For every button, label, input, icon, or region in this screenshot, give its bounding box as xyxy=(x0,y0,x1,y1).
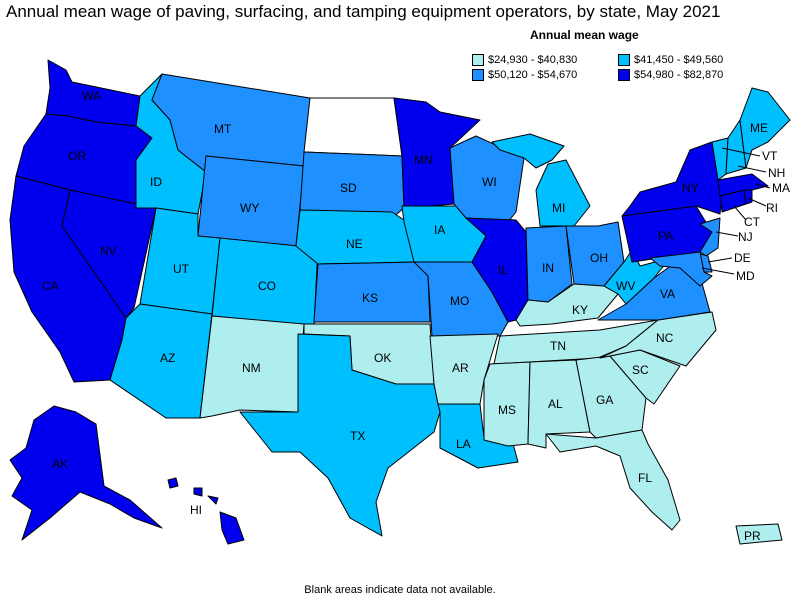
state-labels: WA OR CA NV ID MT WY UT CO AZ NM SD NE K… xyxy=(42,89,790,543)
label-al: AL xyxy=(548,397,563,411)
leader-ri xyxy=(747,197,767,207)
leader-nj xyxy=(715,231,739,237)
leader-md xyxy=(701,267,735,275)
state-wi[interactable] xyxy=(449,135,525,223)
state-in[interactable] xyxy=(525,225,573,303)
label-va: VA xyxy=(660,287,675,301)
legend-label-4: $54,980 - $82,870 xyxy=(634,69,724,81)
label-ga: GA xyxy=(596,393,613,407)
label-or: OR xyxy=(68,149,86,163)
legend-item-4: $54,980 - $82,870 xyxy=(618,69,723,81)
leader-ma xyxy=(755,183,771,189)
label-wa: WA xyxy=(82,89,101,103)
label-pr: PR xyxy=(744,529,761,543)
label-ma: MA xyxy=(772,181,790,195)
label-ri: RI xyxy=(766,201,778,215)
label-ct: CT xyxy=(744,215,761,229)
legend-item-1: $24,930 - $40,830 xyxy=(472,54,577,66)
label-nh: NH xyxy=(768,166,785,180)
legend-label-1: $24,930 - $40,830 xyxy=(488,54,578,66)
label-nv: NV xyxy=(100,244,117,258)
label-la: LA xyxy=(456,437,471,451)
label-ks: KS xyxy=(362,291,378,305)
label-in: IN xyxy=(542,261,554,275)
label-fl: FL xyxy=(638,471,652,485)
label-hi: HI xyxy=(190,503,202,517)
label-mi: MI xyxy=(552,201,565,215)
label-ca: CA xyxy=(42,279,59,293)
label-wy: WY xyxy=(240,201,259,215)
state-il[interactable] xyxy=(465,217,529,323)
label-pa: PA xyxy=(658,229,673,243)
label-md: MD xyxy=(736,269,755,283)
label-il: IL xyxy=(498,263,508,277)
label-ny: NY xyxy=(682,181,699,195)
label-tn: TN xyxy=(550,339,566,353)
state-ny[interactable] xyxy=(621,141,723,217)
label-ne: NE xyxy=(346,237,363,251)
label-ar: AR xyxy=(452,361,469,375)
state-pr[interactable] xyxy=(735,523,783,545)
footnote: Blank areas indicate data not available. xyxy=(304,584,496,596)
legend-swatch-4 xyxy=(618,69,630,81)
label-ms: MS xyxy=(498,403,516,417)
label-me: ME xyxy=(750,121,768,135)
legend-title: Annual mean wage xyxy=(530,28,639,42)
state-ks[interactable] xyxy=(313,261,431,323)
legend-swatch-1 xyxy=(472,54,484,66)
state-sd[interactable] xyxy=(299,151,405,219)
state-hi[interactable] xyxy=(167,477,245,545)
leader-ct xyxy=(733,205,747,221)
label-oh: OH xyxy=(590,251,608,265)
label-mt: MT xyxy=(214,122,232,136)
label-vt: VT xyxy=(762,149,778,163)
legend-item-2: $41,450 - $49,560 xyxy=(618,54,723,66)
label-ok: OK xyxy=(374,351,391,365)
state-ak[interactable] xyxy=(9,405,163,541)
legend-swatch-2 xyxy=(618,54,630,66)
leader-vt xyxy=(721,147,761,157)
state-tx[interactable] xyxy=(239,333,441,537)
label-sc: SC xyxy=(632,363,649,377)
label-co: CO xyxy=(258,279,276,293)
label-mn: MN xyxy=(414,153,433,167)
leader-nh xyxy=(737,165,767,173)
label-de: DE xyxy=(734,251,751,265)
label-ia: IA xyxy=(434,223,445,237)
state-me[interactable] xyxy=(739,87,791,169)
legend-label-3: $50,120 - $54,670 xyxy=(488,69,578,81)
label-mo: MO xyxy=(450,294,469,308)
label-wi: WI xyxy=(482,175,497,189)
state-nd[interactable] xyxy=(303,97,403,157)
label-sd: SD xyxy=(340,181,357,195)
label-wv: WV xyxy=(616,279,635,293)
state-ri[interactable] xyxy=(743,189,753,205)
label-ak: AK xyxy=(52,457,68,471)
leader-de xyxy=(707,257,733,263)
state-la[interactable] xyxy=(437,403,519,469)
state-md[interactable] xyxy=(649,251,713,287)
state-fl[interactable] xyxy=(545,429,681,531)
label-nm: NM xyxy=(242,361,261,375)
map-title: Annual mean wage of paving, surfacing, a… xyxy=(6,2,721,21)
legend-item-3: $50,120 - $54,670 xyxy=(472,69,577,81)
label-nj: NJ xyxy=(738,230,753,244)
label-ut: UT xyxy=(173,262,190,276)
state-ma[interactable] xyxy=(717,173,769,197)
legend-label-2: $41,450 - $49,560 xyxy=(634,54,724,66)
label-id: ID xyxy=(150,175,162,189)
label-ky: KY xyxy=(572,303,588,317)
legend-swatch-3 xyxy=(472,69,484,81)
label-nc: NC xyxy=(656,331,674,345)
label-az: AZ xyxy=(160,351,175,365)
label-tx: TX xyxy=(350,429,365,443)
